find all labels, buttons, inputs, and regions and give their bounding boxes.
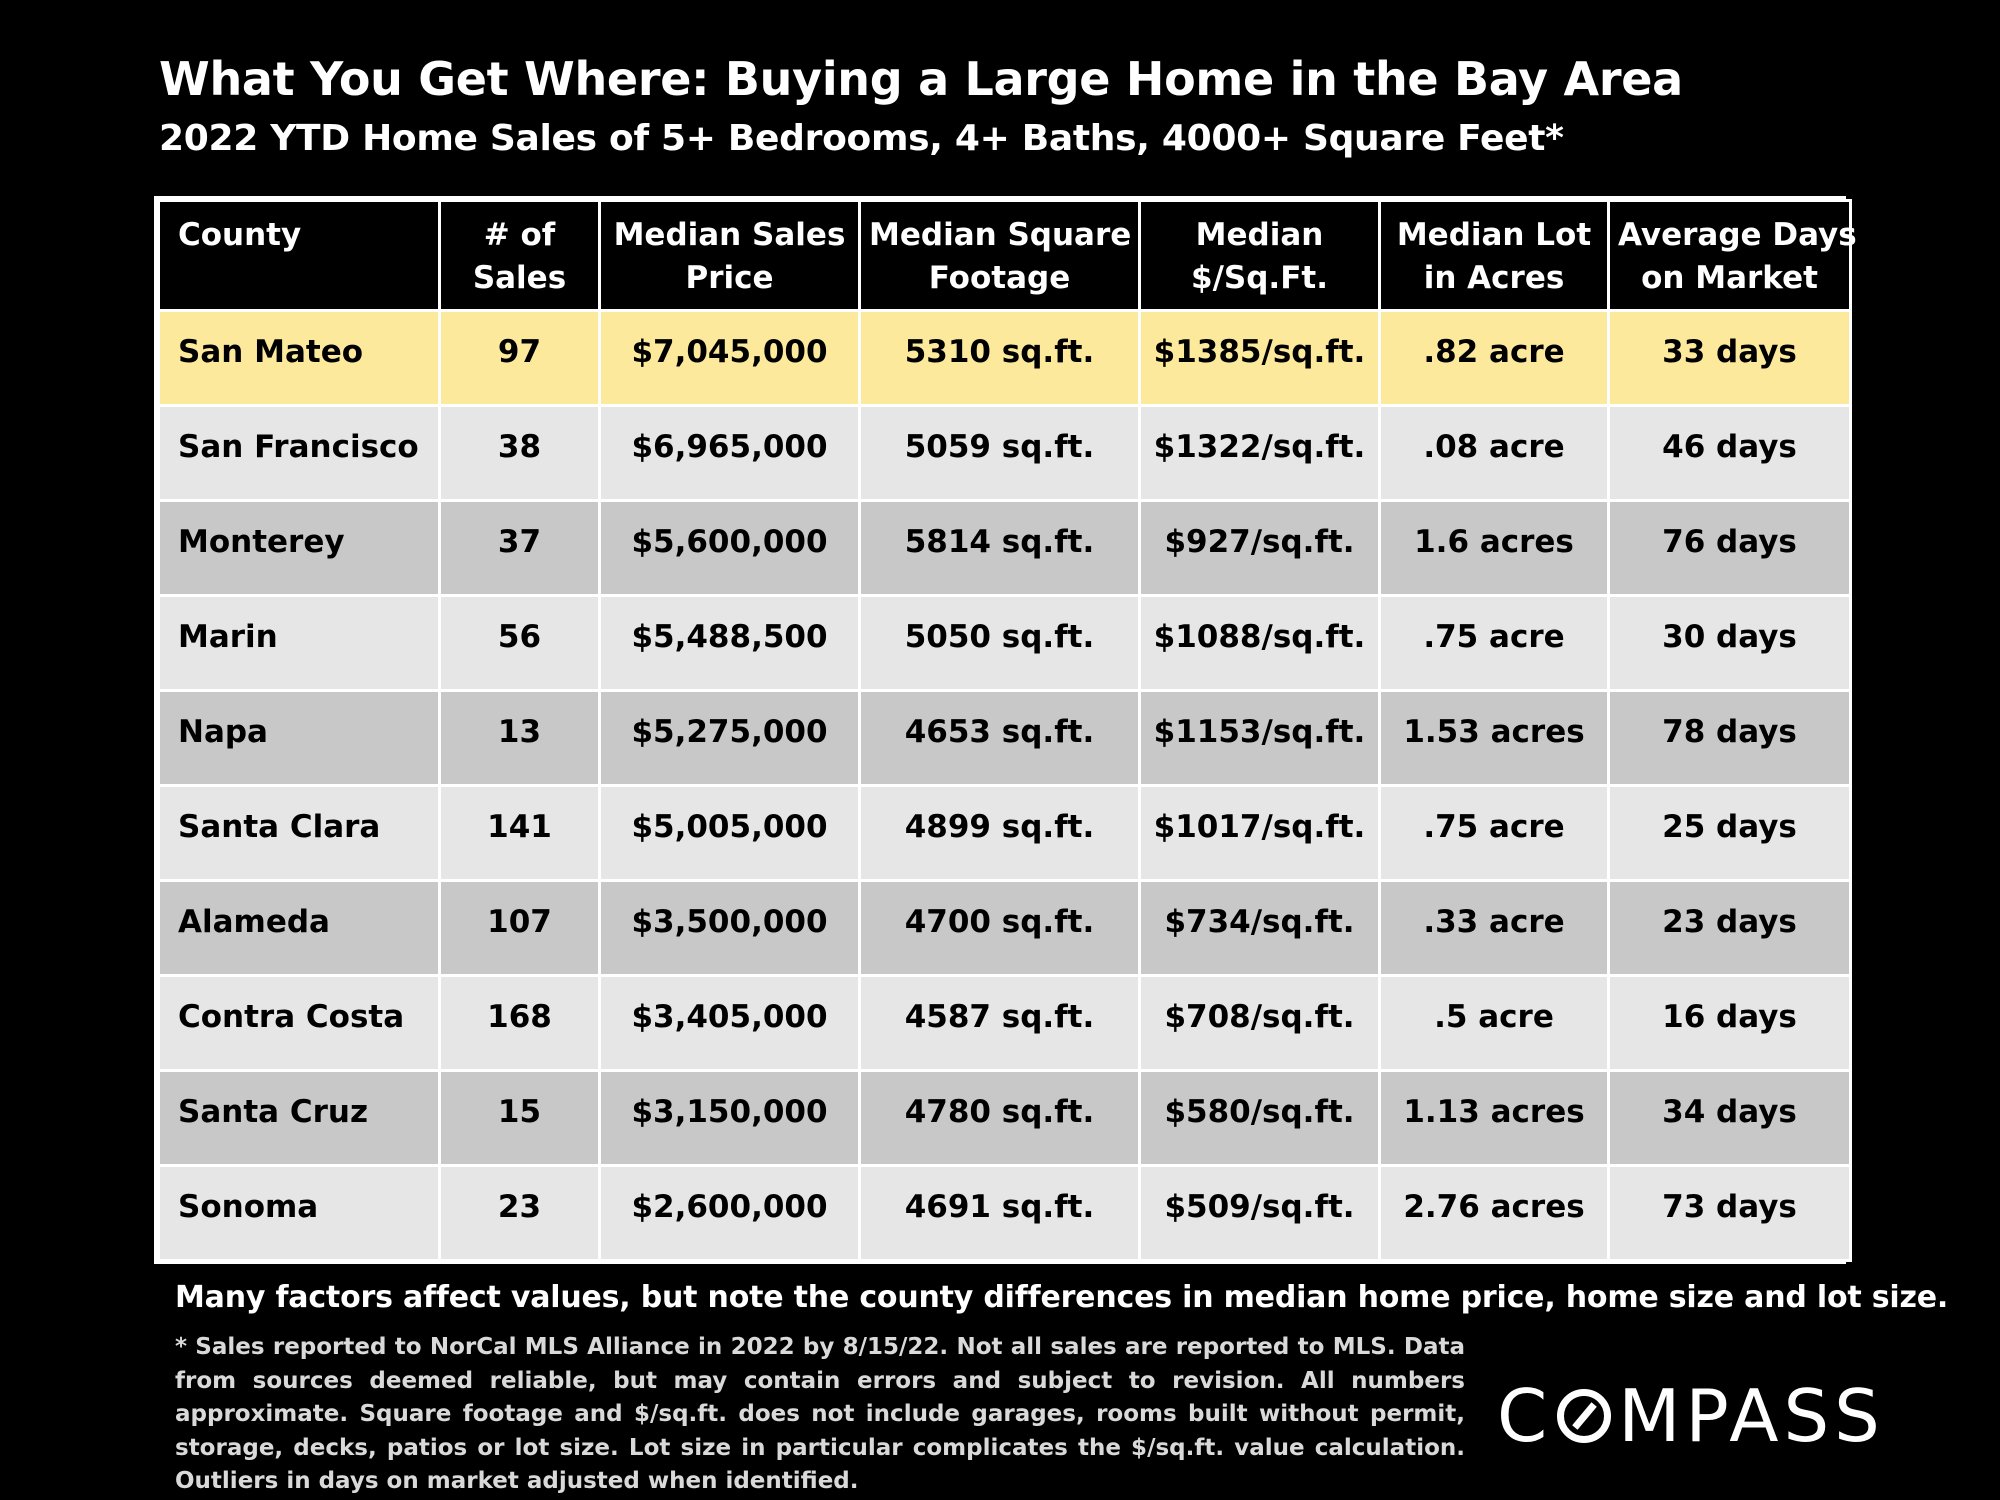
cell-sales: 13: [438, 689, 601, 787]
header-median-ppsf: Median $/Sq.Ft.: [1138, 199, 1381, 312]
cell-sqft: 5059 sq.ft.: [858, 404, 1141, 502]
cell-sqft: 4780 sq.ft.: [858, 1069, 1141, 1167]
table-row: Santa Cruz 15 $3,150,000 4780 sq.ft. $58…: [157, 1069, 1852, 1167]
cell-days: 76 days: [1607, 499, 1852, 597]
cell-price: $3,405,000: [598, 974, 861, 1072]
cell-lot: 1.6 acres: [1378, 499, 1610, 597]
cell-ppsf: $708/sq.ft.: [1138, 974, 1381, 1072]
cell-sales: 168: [438, 974, 601, 1072]
cell-ppsf: $927/sq.ft.: [1138, 499, 1381, 597]
cell-days: 16 days: [1607, 974, 1852, 1072]
cell-sqft: 5814 sq.ft.: [858, 499, 1141, 597]
cell-ppsf: $509/sq.ft.: [1138, 1164, 1381, 1262]
cell-price: $3,150,000: [598, 1069, 861, 1167]
cell-sales: 56: [438, 594, 601, 692]
footnote: * Sales reported to NorCal MLS Alliance …: [175, 1334, 1465, 1494]
table-row: Napa 13 $5,275,000 4653 sq.ft. $1153/sq.…: [157, 689, 1852, 787]
sales-table: County # of Sales Median Sales Price Media…: [157, 199, 1857, 1262]
cell-county: Napa: [157, 689, 441, 787]
summary-note: Many factors affect values, but note the…: [175, 1280, 1949, 1315]
cell-days: 78 days: [1607, 689, 1852, 787]
header-num-sales: # of Sales: [438, 199, 601, 312]
cell-county: San Francisco: [157, 404, 441, 502]
cell-ppsf: $1017/sq.ft.: [1138, 784, 1381, 882]
cell-ppsf: $1322/sq.ft.: [1138, 404, 1381, 502]
cell-days: 30 days: [1607, 594, 1852, 692]
cell-days: 25 days: [1607, 784, 1852, 882]
cell-lot: 1.13 acres: [1378, 1069, 1610, 1167]
cell-days: 23 days: [1607, 879, 1852, 977]
header-avg-days: Average Days on Market: [1607, 199, 1857, 312]
table-row: Santa Clara 141 $5,005,000 4899 sq.ft. $…: [157, 784, 1852, 882]
cell-lot: .82 acre: [1378, 309, 1610, 407]
page-title: What You Get Where: Buying a Large Home …: [159, 52, 1683, 106]
page-subtitle: 2022 YTD Home Sales of 5+ Bedrooms, 4+ B…: [159, 118, 1564, 159]
cell-sqft: 4700 sq.ft.: [858, 879, 1141, 977]
cell-county: San Mateo: [157, 309, 441, 407]
cell-price: $5,275,000: [598, 689, 861, 787]
cell-sales: 38: [438, 404, 601, 502]
cell-lot: .5 acre: [1378, 974, 1610, 1072]
cell-sales: 97: [438, 309, 601, 407]
cell-county: Alameda: [157, 879, 441, 977]
sales-table-container: County # of Sales Median Sales Price Media…: [154, 196, 1857, 1264]
cell-sqft: 5050 sq.ft.: [858, 594, 1141, 692]
cell-sales: 37: [438, 499, 601, 597]
cell-lot: 1.53 acres: [1378, 689, 1610, 787]
header-county: County: [157, 199, 441, 312]
table-header-row: County # of Sales Median Sales Price Media…: [157, 199, 1857, 312]
cell-county: Santa Clara: [157, 784, 441, 882]
cell-lot: .75 acre: [1378, 594, 1610, 692]
cell-price: $5,488,500: [598, 594, 861, 692]
cell-county: Contra Costa: [157, 974, 441, 1072]
cell-price: $7,045,000: [598, 309, 861, 407]
cell-sqft: 4587 sq.ft.: [858, 974, 1141, 1072]
cell-sales: 23: [438, 1164, 601, 1262]
table-row: San Mateo 97 $7,045,000 5310 sq.ft. $138…: [157, 309, 1852, 407]
cell-days: 33 days: [1607, 309, 1852, 407]
cell-lot: 2.76 acres: [1378, 1164, 1610, 1262]
cell-ppsf: $1153/sq.ft.: [1138, 689, 1381, 787]
cell-county: Marin: [157, 594, 441, 692]
table-row: Monterey 37 $5,600,000 5814 sq.ft. $927/…: [157, 499, 1852, 597]
cell-price: $6,965,000: [598, 404, 861, 502]
cell-days: 46 days: [1607, 404, 1852, 502]
cell-sqft: 4899 sq.ft.: [858, 784, 1141, 882]
header-median-lot: Median Lot in Acres: [1378, 199, 1610, 312]
cell-ppsf: $1088/sq.ft.: [1138, 594, 1381, 692]
cell-sales: 107: [438, 879, 601, 977]
cell-sqft: 4653 sq.ft.: [858, 689, 1141, 787]
cell-days: 34 days: [1607, 1069, 1852, 1167]
cell-sales: 141: [438, 784, 601, 882]
cell-ppsf: $580/sq.ft.: [1138, 1069, 1381, 1167]
cell-price: $2,600,000: [598, 1164, 861, 1262]
cell-sqft: 4691 sq.ft.: [858, 1164, 1141, 1262]
table-row: Sonoma 23 $2,600,000 4691 sq.ft. $509/sq…: [157, 1164, 1852, 1262]
compass-ring-icon: [1557, 1389, 1612, 1443]
header-median-price: Median Sales Price: [598, 199, 861, 312]
table-row: Marin 56 $5,488,500 5050 sq.ft. $1088/sq…: [157, 594, 1852, 692]
cell-sales: 15: [438, 1069, 601, 1167]
cell-lot: .33 acre: [1378, 879, 1610, 977]
cell-lot: .08 acre: [1378, 404, 1610, 502]
cell-price: $5,600,000: [598, 499, 861, 597]
cell-days: 73 days: [1607, 1164, 1852, 1262]
table-row: San Francisco 38 $6,965,000 5059 sq.ft. …: [157, 404, 1852, 502]
cell-lot: .75 acre: [1378, 784, 1610, 882]
header-median-sqft: Median Square Footage: [858, 199, 1141, 312]
cell-price: $5,005,000: [598, 784, 861, 882]
cell-county: Monterey: [157, 499, 441, 597]
cell-county: Santa Cruz: [157, 1069, 441, 1167]
table-row: Contra Costa 168 $3,405,000 4587 sq.ft. …: [157, 974, 1852, 1072]
cell-price: $3,500,000: [598, 879, 861, 977]
compass-logo: C MPASS: [1497, 1374, 1885, 1458]
cell-county: Sonoma: [157, 1164, 441, 1262]
table-row: Alameda 107 $3,500,000 4700 sq.ft. $734/…: [157, 879, 1852, 977]
cell-ppsf: $1385/sq.ft.: [1138, 309, 1381, 407]
cell-ppsf: $734/sq.ft.: [1138, 879, 1381, 977]
cell-sqft: 5310 sq.ft.: [858, 309, 1141, 407]
